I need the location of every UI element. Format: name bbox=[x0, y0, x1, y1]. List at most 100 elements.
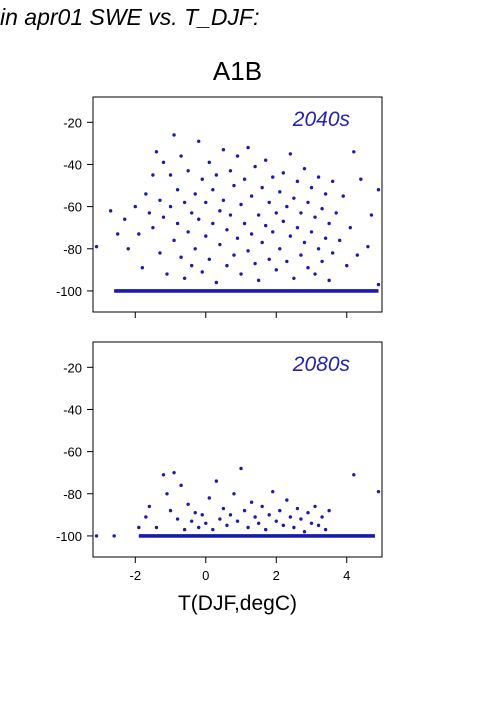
data-point bbox=[369, 213, 374, 217]
data-point bbox=[359, 177, 363, 181]
data-point bbox=[108, 209, 113, 213]
data-point bbox=[249, 232, 254, 236]
data-point bbox=[218, 209, 222, 213]
data-point bbox=[147, 504, 152, 509]
data-point bbox=[242, 508, 247, 513]
data-point bbox=[123, 217, 127, 221]
data-point bbox=[271, 230, 275, 234]
data-point bbox=[214, 173, 219, 177]
data-point bbox=[218, 242, 222, 247]
data-point bbox=[302, 530, 307, 534]
data-point bbox=[313, 215, 317, 219]
data-point bbox=[306, 511, 310, 515]
data-point bbox=[323, 236, 328, 240]
data-point bbox=[313, 272, 317, 276]
data-point bbox=[260, 185, 264, 190]
x-tick-label: 2 bbox=[273, 568, 280, 583]
data-point bbox=[115, 232, 120, 236]
data-point bbox=[200, 177, 204, 181]
data-point bbox=[211, 188, 215, 192]
data-point bbox=[235, 519, 240, 523]
data-point bbox=[249, 500, 254, 504]
data-point bbox=[330, 179, 335, 184]
data-point bbox=[165, 272, 169, 276]
data-point bbox=[292, 196, 296, 200]
data-point bbox=[376, 489, 381, 494]
data-point bbox=[246, 145, 250, 150]
data-point bbox=[232, 183, 236, 188]
data-point bbox=[267, 200, 271, 205]
data-point bbox=[278, 190, 282, 194]
data-point bbox=[168, 173, 173, 177]
data-point bbox=[228, 513, 233, 517]
data-point bbox=[242, 177, 247, 181]
data-point bbox=[271, 489, 275, 494]
data-point bbox=[309, 185, 314, 190]
data-point bbox=[316, 523, 321, 528]
data-point bbox=[253, 515, 257, 519]
plot-frame bbox=[92, 96, 383, 313]
data-point bbox=[338, 238, 342, 243]
data-point bbox=[253, 164, 257, 169]
data-point bbox=[348, 225, 352, 230]
data-point bbox=[158, 198, 162, 202]
scenario-title: A1B bbox=[212, 56, 263, 86]
data-point bbox=[179, 483, 183, 488]
data-point bbox=[274, 211, 278, 215]
y-tick-label: -60 bbox=[63, 445, 82, 460]
data-point bbox=[172, 133, 176, 137]
data-point bbox=[182, 527, 187, 532]
data-point bbox=[144, 515, 148, 519]
data-point bbox=[94, 534, 99, 538]
data-point bbox=[341, 194, 345, 198]
data-point bbox=[179, 255, 183, 259]
data-point bbox=[285, 204, 289, 209]
data-point bbox=[330, 251, 335, 255]
data-point bbox=[320, 515, 324, 519]
data-point bbox=[260, 504, 264, 509]
data-point bbox=[147, 211, 152, 215]
y-tick-label: -100 bbox=[56, 284, 82, 299]
data-point bbox=[281, 219, 286, 224]
data-point bbox=[309, 230, 314, 234]
data-point bbox=[239, 466, 243, 471]
data-point bbox=[292, 525, 296, 530]
x-tick-label: 4 bbox=[343, 568, 350, 583]
data-point bbox=[235, 236, 240, 240]
data-point bbox=[204, 200, 208, 205]
data-point bbox=[175, 221, 180, 226]
data-point bbox=[249, 194, 254, 198]
data-point bbox=[144, 192, 148, 196]
data-point bbox=[316, 175, 321, 179]
data-point bbox=[299, 211, 303, 215]
data-point bbox=[327, 278, 331, 283]
panel-label: 2080s bbox=[292, 353, 351, 376]
data-point bbox=[154, 525, 159, 530]
panel-label: 2040s bbox=[292, 108, 351, 131]
data-point bbox=[197, 139, 201, 143]
data-point bbox=[140, 266, 145, 270]
data-point bbox=[158, 251, 162, 255]
data-point bbox=[200, 270, 204, 274]
data-point bbox=[197, 525, 201, 530]
data-point bbox=[182, 276, 187, 280]
data-point bbox=[154, 150, 159, 154]
data-point bbox=[161, 473, 166, 477]
data-point bbox=[211, 221, 215, 226]
data-point bbox=[189, 519, 194, 523]
x-tick-label: -2 bbox=[130, 568, 142, 583]
data-point bbox=[278, 508, 282, 513]
data-point bbox=[376, 282, 381, 287]
data-point bbox=[263, 527, 268, 532]
data-point bbox=[204, 234, 208, 238]
data-point bbox=[186, 169, 190, 173]
data-point bbox=[207, 496, 212, 500]
x-axis-label: T(DJF,degC) bbox=[177, 592, 298, 615]
data-point bbox=[256, 278, 261, 283]
data-point bbox=[207, 160, 212, 165]
data-point bbox=[204, 521, 208, 525]
data-point bbox=[263, 158, 268, 162]
data-point bbox=[281, 523, 286, 528]
